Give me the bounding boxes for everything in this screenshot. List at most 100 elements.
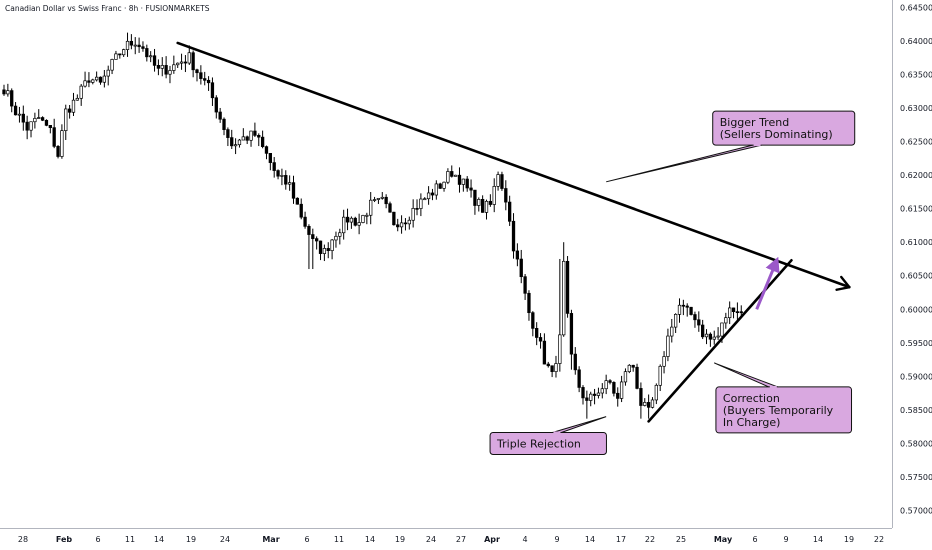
candle-body <box>152 55 157 66</box>
candle-body <box>280 175 284 177</box>
candle-body <box>257 134 261 138</box>
annotation-joint <box>553 431 561 434</box>
candle-body <box>203 78 207 81</box>
candle-body <box>573 353 577 371</box>
candle-body <box>295 197 300 205</box>
candle-body <box>291 182 296 199</box>
candle-body <box>430 192 435 196</box>
candle-body <box>697 319 701 326</box>
candle-body <box>25 121 29 131</box>
candle-body <box>10 90 14 107</box>
candle-body <box>600 388 604 394</box>
candle-body <box>496 174 500 187</box>
candle-body <box>477 198 481 206</box>
candle-body <box>311 234 315 239</box>
candle-body <box>693 314 697 321</box>
candle-body <box>71 99 76 113</box>
candle-body <box>29 121 33 131</box>
candle-body <box>21 113 25 123</box>
trend-arrowhead <box>835 275 851 291</box>
candle-body <box>423 198 427 201</box>
time-tick-label: 25 <box>676 535 686 544</box>
triple-rejection-label[interactable]: Triple Rejection <box>489 416 607 455</box>
price-tick-label: 0.64500 <box>900 3 932 12</box>
candle-body <box>60 130 64 157</box>
price-tick-label: 0.62000 <box>900 171 932 180</box>
candle-body <box>264 146 269 154</box>
candle-body <box>129 40 134 46</box>
time-axis[interactable]: 28 Feb 6 11 14 19 24 Mar 6 11 14 19 24 27 Apr 4 9 14 17 22 2… <box>18 535 884 544</box>
candle-body <box>673 314 678 328</box>
candle-body <box>519 258 523 278</box>
time-tick-label: 11 <box>125 535 135 544</box>
price-tick-label: 0.61500 <box>900 205 932 214</box>
candle-body <box>195 69 199 74</box>
candle-body <box>114 53 118 60</box>
candle-body <box>411 208 415 221</box>
time-tick-label: May <box>714 535 733 544</box>
candle-body <box>141 46 145 49</box>
candle-body <box>253 130 257 136</box>
bigger-trend-line[interactable] <box>176 41 851 289</box>
candle-body <box>546 363 550 367</box>
annotation-box <box>715 386 853 434</box>
candle-body <box>6 90 10 95</box>
candle-body <box>380 196 384 199</box>
candle-body <box>492 185 496 205</box>
time-tick-label: 24 <box>220 535 230 544</box>
annotations-layer: Bigger Trend(Sellers Dominating) Triple R… <box>489 110 856 455</box>
bigger-trend-label[interactable]: Bigger Trend(Sellers Dominating) <box>606 110 856 183</box>
candle-body <box>299 203 303 218</box>
candle-body <box>342 216 346 234</box>
candle-body <box>446 171 450 183</box>
candle-body <box>122 49 126 56</box>
candle-body <box>589 393 593 401</box>
candle-body <box>176 62 180 66</box>
candle-body <box>596 392 601 396</box>
candle-body <box>392 211 396 226</box>
candle-body <box>654 384 658 401</box>
candle-body <box>164 65 168 75</box>
candle-body <box>666 335 670 357</box>
candle-body <box>338 232 342 237</box>
candle-body <box>307 225 311 235</box>
correction-line[interactable] <box>647 259 793 423</box>
annotation-box <box>489 431 607 455</box>
candle-body <box>434 183 438 196</box>
candle-body <box>191 52 195 71</box>
candle-body <box>145 48 149 58</box>
candle-body <box>511 220 516 252</box>
candle-body <box>33 117 37 123</box>
candle-body <box>214 97 218 113</box>
candle-body <box>137 44 141 48</box>
candle-body <box>276 170 280 177</box>
candle-body <box>554 363 558 372</box>
candle-body <box>17 113 22 116</box>
candle-body <box>484 200 489 213</box>
candle-body <box>635 366 639 389</box>
time-tick-label: 24 <box>426 535 436 544</box>
candle-body <box>361 215 365 223</box>
candle-body <box>592 393 597 396</box>
time-tick-label: Feb <box>56 535 73 544</box>
candle-body <box>720 322 724 337</box>
candle-body <box>623 371 628 383</box>
candle-body <box>473 189 477 206</box>
candle-body <box>442 181 446 189</box>
candle-body <box>210 82 215 99</box>
candle-body <box>168 70 172 75</box>
candle-body <box>542 340 547 365</box>
candle-body <box>508 201 512 222</box>
price-axis[interactable]: 0.64500 0.64000 0.63500 0.63000 0.62500 0.620… <box>900 3 932 515</box>
time-tick-label: 22 <box>645 535 655 544</box>
candle-body <box>106 69 110 77</box>
annotation-text: Bigger Trend <box>720 116 789 129</box>
annotation-text: (Buyers Temporarily <box>723 404 834 417</box>
candle-body <box>376 197 381 200</box>
time-tick-label: 6 <box>752 535 757 544</box>
annotation-joint <box>769 385 777 388</box>
candle-body <box>372 199 377 201</box>
candle-body <box>631 364 635 368</box>
